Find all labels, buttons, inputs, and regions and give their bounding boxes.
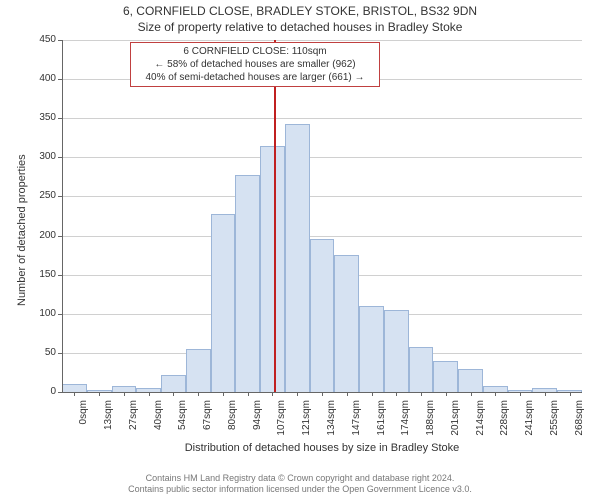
x-tick: [149, 392, 150, 396]
callout-line2: ← 58% of detached houses are smaller (96…: [137, 58, 373, 71]
y-tick-label: 350: [26, 112, 56, 123]
bar: [384, 310, 409, 392]
x-tick: [570, 392, 571, 396]
x-tick: [223, 392, 224, 396]
bar: [211, 214, 236, 392]
x-tick-label: 0sqm: [78, 400, 89, 440]
x-tick-label: 54sqm: [177, 400, 188, 440]
bar: [433, 361, 458, 392]
bar: [235, 175, 260, 392]
x-tick-label: 94sqm: [252, 400, 263, 440]
grid-line: [62, 236, 582, 237]
callout-box: 6 CORNFIELD CLOSE: 110sqm ← 58% of detac…: [130, 42, 380, 87]
plot-area: [62, 40, 582, 392]
bar: [186, 349, 211, 392]
y-tick-label: 50: [26, 347, 56, 358]
callout-line1: 6 CORNFIELD CLOSE: 110sqm: [137, 45, 373, 58]
marker-line: [274, 40, 276, 392]
x-tick: [322, 392, 323, 396]
y-tick: [58, 196, 62, 197]
x-tick-label: 174sqm: [400, 400, 411, 440]
y-tick: [58, 157, 62, 158]
x-tick: [446, 392, 447, 396]
x-tick: [272, 392, 273, 396]
grid-line: [62, 118, 582, 119]
y-tick: [58, 314, 62, 315]
y-tick: [58, 353, 62, 354]
bar: [161, 375, 186, 392]
x-tick-label: 80sqm: [227, 400, 238, 440]
footer-line1: Contains HM Land Registry data © Crown c…: [0, 473, 600, 485]
y-tick: [58, 392, 62, 393]
x-tick-label: 228sqm: [499, 400, 510, 440]
chart-title: Size of property relative to detached ho…: [0, 20, 600, 34]
x-tick: [421, 392, 422, 396]
x-tick-label: 241sqm: [524, 400, 535, 440]
y-tick: [58, 118, 62, 119]
y-tick: [58, 275, 62, 276]
grid-line: [62, 157, 582, 158]
x-tick: [74, 392, 75, 396]
x-tick-label: 134sqm: [326, 400, 337, 440]
x-tick: [99, 392, 100, 396]
footer-attribution: Contains HM Land Registry data © Crown c…: [0, 473, 600, 496]
chart-supertitle: 6, CORNFIELD CLOSE, BRADLEY STOKE, BRIST…: [0, 4, 600, 18]
x-tick: [198, 392, 199, 396]
x-tick-label: 214sqm: [475, 400, 486, 440]
x-tick: [471, 392, 472, 396]
bar: [334, 255, 359, 392]
y-tick: [58, 236, 62, 237]
bar: [285, 124, 310, 392]
y-tick: [58, 79, 62, 80]
x-tick: [248, 392, 249, 396]
y-tick-label: 250: [26, 190, 56, 201]
y-tick: [58, 40, 62, 41]
x-tick: [297, 392, 298, 396]
x-tick: [173, 392, 174, 396]
x-tick-label: 201sqm: [450, 400, 461, 440]
x-tick-label: 147sqm: [351, 400, 362, 440]
bar: [260, 146, 285, 392]
x-tick-label: 27sqm: [128, 400, 139, 440]
x-tick: [495, 392, 496, 396]
x-tick-label: 255sqm: [549, 400, 560, 440]
y-tick-label: 300: [26, 151, 56, 162]
y-tick-label: 0: [26, 386, 56, 397]
y-axis-line: [62, 40, 63, 392]
y-tick-label: 450: [26, 34, 56, 45]
grid-line: [62, 40, 582, 41]
x-tick-label: 121sqm: [301, 400, 312, 440]
y-tick-label: 100: [26, 308, 56, 319]
x-tick: [396, 392, 397, 396]
x-tick-label: 13sqm: [103, 400, 114, 440]
x-tick: [124, 392, 125, 396]
x-tick: [372, 392, 373, 396]
grid-line: [62, 196, 582, 197]
x-tick-label: 188sqm: [425, 400, 436, 440]
x-tick-label: 107sqm: [276, 400, 287, 440]
x-tick-label: 67sqm: [202, 400, 213, 440]
bar: [458, 369, 483, 392]
y-tick-label: 400: [26, 73, 56, 84]
footer-line2: Contains public sector information licen…: [0, 484, 600, 496]
x-tick-label: 268sqm: [574, 400, 585, 440]
y-tick-label: 200: [26, 230, 56, 241]
x-tick: [520, 392, 521, 396]
bar: [310, 239, 335, 392]
bar: [409, 347, 434, 392]
x-axis-label: Distribution of detached houses by size …: [62, 442, 582, 454]
x-tick-label: 40sqm: [153, 400, 164, 440]
x-tick: [545, 392, 546, 396]
bar: [62, 384, 87, 392]
bar: [359, 306, 384, 392]
x-tick: [347, 392, 348, 396]
x-tick-label: 161sqm: [376, 400, 387, 440]
callout-line3: 40% of semi-detached houses are larger (…: [137, 71, 373, 84]
y-tick-label: 150: [26, 269, 56, 280]
